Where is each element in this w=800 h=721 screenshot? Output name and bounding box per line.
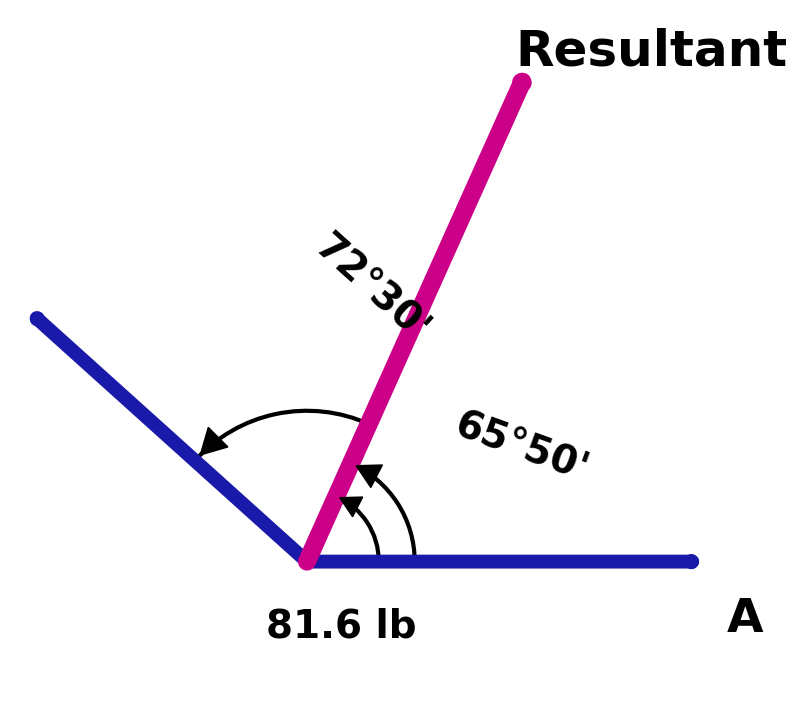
Text: 65°50': 65°50' — [450, 405, 594, 488]
Text: A: A — [726, 596, 763, 642]
Polygon shape — [356, 465, 382, 487]
Polygon shape — [340, 497, 362, 517]
Text: 81.6 lb: 81.6 lb — [266, 607, 416, 645]
Text: 72°30': 72°30' — [307, 228, 436, 350]
Text: Resultant: Resultant — [516, 27, 788, 76]
Polygon shape — [200, 428, 228, 455]
